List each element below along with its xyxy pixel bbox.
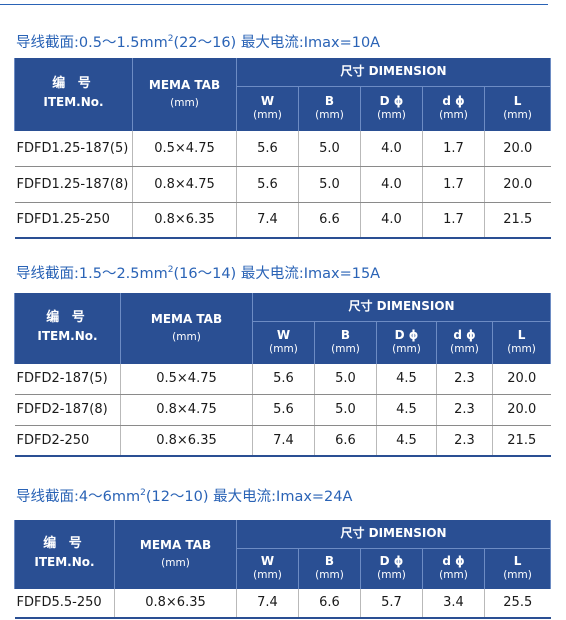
b-cell: 5.0 bbox=[314, 362, 377, 395]
table-row: FDFD2-250 0.8×6.35 7.4 6.6 4.5 2.3 21.5 bbox=[14, 425, 551, 457]
outer-dia-cell: 4.5 bbox=[376, 425, 437, 457]
title-text: 导线截面:0.5～1.5mm bbox=[16, 35, 168, 51]
col-w-header: W (mm) bbox=[236, 86, 299, 130]
w-cell: 5.6 bbox=[252, 362, 315, 395]
tab-cell: 0.8×4.75 bbox=[120, 394, 253, 426]
tab-cell: 0.5×4.75 bbox=[132, 129, 237, 167]
col-w-header: W (mm) bbox=[236, 548, 299, 588]
title-text: 导线截面:4～6mm bbox=[16, 489, 141, 505]
inner-dia-cell: 2.3 bbox=[436, 425, 493, 457]
section-title: 导线截面:0.5～1.5mm2(22～16) 最大电流:Imax=10A bbox=[16, 28, 381, 51]
mema-tab-header: MEMA TAB (mm) bbox=[132, 58, 237, 130]
l-cell: 20.0 bbox=[483, 129, 551, 167]
outer-dia-cell: 5.7 bbox=[360, 587, 423, 619]
col-inner-dia-header: d ϕ (mm) bbox=[422, 86, 485, 130]
b-cell: 5.0 bbox=[314, 394, 377, 426]
inner-dia-cell: 3.4 bbox=[422, 587, 485, 619]
item-no-header: 编 号 ITEM.No. bbox=[14, 293, 121, 363]
col-inner-dia-header: d ϕ (mm) bbox=[436, 321, 493, 363]
item-cell: FDFD2-250 bbox=[14, 425, 121, 457]
section-title: 导线截面:4～6mm2(12～10) 最大电流:Imax=24A bbox=[16, 482, 353, 505]
spec-table: 编 号 ITEM.No. MEMA TAB (mm) 尺寸 DIMENSION W(… bbox=[14, 58, 552, 239]
col-inner-dia-header: d ϕ (mm) bbox=[422, 548, 485, 588]
title-superscript: 2 bbox=[167, 265, 174, 275]
mema-tab-header: MEMA TAB (mm) bbox=[120, 293, 253, 363]
table-row: FDFD2-187(8) 0.8×4.75 5.6 5.0 4.5 2.3 20… bbox=[14, 394, 551, 426]
w-cell: 7.4 bbox=[236, 587, 299, 619]
mema-tab-header: MEMA TAB (mm) bbox=[114, 520, 237, 588]
inner-dia-cell: 1.7 bbox=[422, 202, 485, 239]
tab-cell: 0.8×6.35 bbox=[114, 587, 237, 619]
title-text: (22～16) 最大电流:Imax=10A bbox=[173, 35, 381, 51]
item-cell: FDFD2-187(5) bbox=[14, 362, 121, 395]
l-cell: 25.5 bbox=[483, 587, 551, 619]
col-b-header: B (mm) bbox=[298, 548, 361, 588]
item-cell: FDFD1.25-187(5) bbox=[14, 129, 133, 167]
item-no-header: 编 号 ITEM.No. bbox=[14, 58, 133, 130]
title-text: (12～10) 最大电流:Imax=24A bbox=[145, 489, 353, 505]
l-cell: 21.5 bbox=[491, 425, 551, 457]
col-l-header: L (mm) bbox=[483, 548, 552, 588]
title-text: 导线截面:1.5～2.5mm bbox=[16, 266, 168, 282]
col-outer-dia-header: D ϕ (mm) bbox=[360, 86, 423, 130]
w-cell: 7.4 bbox=[252, 425, 315, 457]
outer-dia-cell: 4.5 bbox=[376, 362, 437, 395]
dimension-header: 尺寸 DIMENSION bbox=[235, 58, 552, 87]
l-cell: 20.0 bbox=[491, 394, 551, 426]
w-cell: 5.6 bbox=[236, 166, 299, 203]
col-b-header: B (mm) bbox=[298, 86, 361, 130]
tab-cell: 0.8×6.35 bbox=[132, 202, 237, 239]
b-cell: 6.6 bbox=[298, 587, 361, 619]
title-superscript: 2 bbox=[140, 488, 146, 498]
table-row: FDFD1.25-250 0.8×6.35 7.4 6.6 4.0 1.7 21… bbox=[14, 202, 551, 239]
table-row: FDFD1.25-187(8) 0.8×4.75 5.6 5.0 4.0 1.7… bbox=[14, 166, 551, 203]
outer-dia-cell: 4.0 bbox=[360, 129, 423, 167]
col-l-header: L (mm) bbox=[491, 321, 552, 363]
b-cell: 6.6 bbox=[298, 202, 361, 239]
inner-dia-cell: 1.7 bbox=[422, 166, 485, 203]
w-cell: 5.6 bbox=[252, 394, 315, 426]
item-cell: FDFD1.25-187(8) bbox=[14, 166, 133, 203]
col-b-header: B (mm) bbox=[314, 321, 377, 363]
item-cell: FDFD5.5-250 bbox=[14, 587, 115, 619]
w-cell: 5.6 bbox=[236, 129, 299, 167]
top-divider bbox=[0, 4, 548, 5]
col-w-header: W (mm) bbox=[252, 321, 315, 363]
outer-dia-cell: 4.0 bbox=[360, 202, 423, 239]
inner-dia-cell: 2.3 bbox=[436, 362, 493, 395]
tab-cell: 0.8×6.35 bbox=[120, 425, 253, 457]
b-cell: 5.0 bbox=[298, 166, 361, 203]
spec-table: 编 号 ITEM.No. MEMA TAB (mm) 尺寸 DIMENSION W(… bbox=[14, 520, 552, 619]
title-superscript: 2 bbox=[167, 34, 174, 44]
w-cell: 7.4 bbox=[236, 202, 299, 239]
col-outer-dia-header: D ϕ (mm) bbox=[376, 321, 437, 363]
tab-cell: 0.5×4.75 bbox=[120, 362, 253, 395]
b-cell: 5.0 bbox=[298, 129, 361, 167]
col-l-header: L (mm) bbox=[483, 86, 552, 130]
item-no-header: 编 号 ITEM.No. bbox=[14, 520, 115, 588]
item-cell: FDFD2-187(8) bbox=[14, 394, 121, 426]
title-text: (16～14) 最大电流:Imax=15A bbox=[173, 266, 381, 282]
b-cell: 6.6 bbox=[314, 425, 377, 457]
l-cell: 20.0 bbox=[491, 362, 551, 395]
inner-dia-cell: 1.7 bbox=[422, 129, 485, 167]
table-row: FDFD5.5-250 0.8×6.35 7.4 6.6 5.7 3.4 25.… bbox=[14, 587, 551, 619]
item-cell: FDFD1.25-250 bbox=[14, 202, 133, 239]
dimension-header: 尺寸 DIMENSION bbox=[235, 520, 552, 549]
outer-dia-cell: 4.0 bbox=[360, 166, 423, 203]
table-row: FDFD1.25-187(5) 0.5×4.75 5.6 5.0 4.0 1.7… bbox=[14, 129, 551, 167]
inner-dia-cell: 2.3 bbox=[436, 394, 493, 426]
col-outer-dia-header: D ϕ (mm) bbox=[360, 548, 423, 588]
l-cell: 21.5 bbox=[483, 202, 551, 239]
dimension-header: 尺寸 DIMENSION bbox=[251, 293, 552, 322]
l-cell: 20.0 bbox=[483, 166, 551, 203]
tab-cell: 0.8×4.75 bbox=[132, 166, 237, 203]
spec-table: 编 号 ITEM.No. MEMA TAB (mm) 尺寸 DIMENSION W(… bbox=[14, 293, 552, 457]
section-title: 导线截面:1.5～2.5mm2(16～14) 最大电流:Imax=15A bbox=[16, 259, 381, 282]
outer-dia-cell: 4.5 bbox=[376, 394, 437, 426]
table-row: FDFD2-187(5) 0.5×4.75 5.6 5.0 4.5 2.3 20… bbox=[14, 362, 551, 395]
